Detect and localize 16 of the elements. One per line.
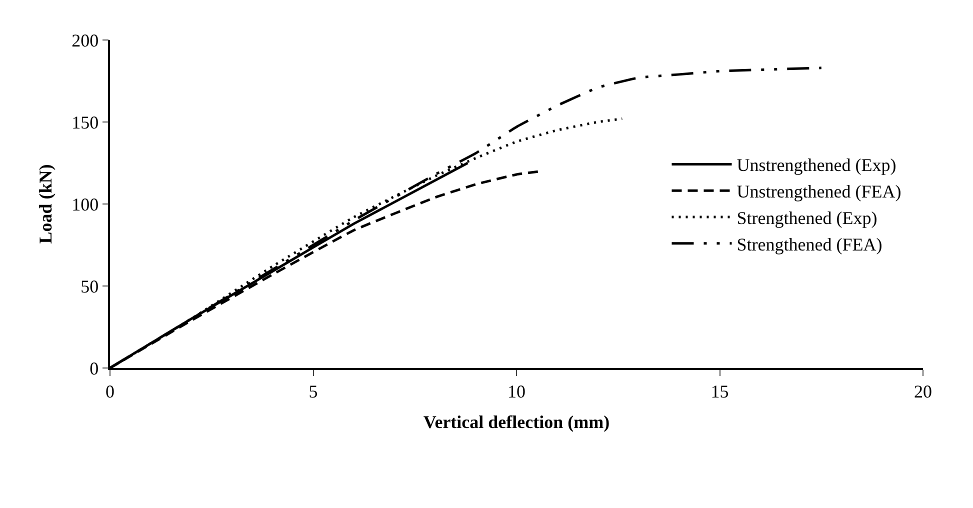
x-tick-label: 10	[508, 381, 526, 402]
legend-label: Unstrengthened (Exp)	[736, 155, 896, 176]
y-tick-label: 150	[72, 112, 99, 132]
x-tick-label: 15	[710, 381, 729, 402]
y-tick-label: 50	[80, 276, 99, 296]
y-axis-title: Load (kN)	[35, 164, 56, 244]
legend-label: Strengthened (Exp)	[736, 208, 878, 228]
x-tick-label: 0	[106, 381, 114, 402]
x-tick-label: 20	[914, 381, 932, 402]
y-tick-label: 100	[72, 194, 99, 214]
legend-label: Strengthened (FEA)	[736, 234, 882, 254]
x-axis-title: Vertical deflection (mm)	[423, 412, 610, 432]
y-tick-label: 0	[90, 358, 99, 378]
y-tick-label: 200	[72, 30, 99, 50]
x-tick-label: 5	[308, 381, 318, 402]
legend-label: Unstrengthened (FEA)	[736, 182, 902, 202]
